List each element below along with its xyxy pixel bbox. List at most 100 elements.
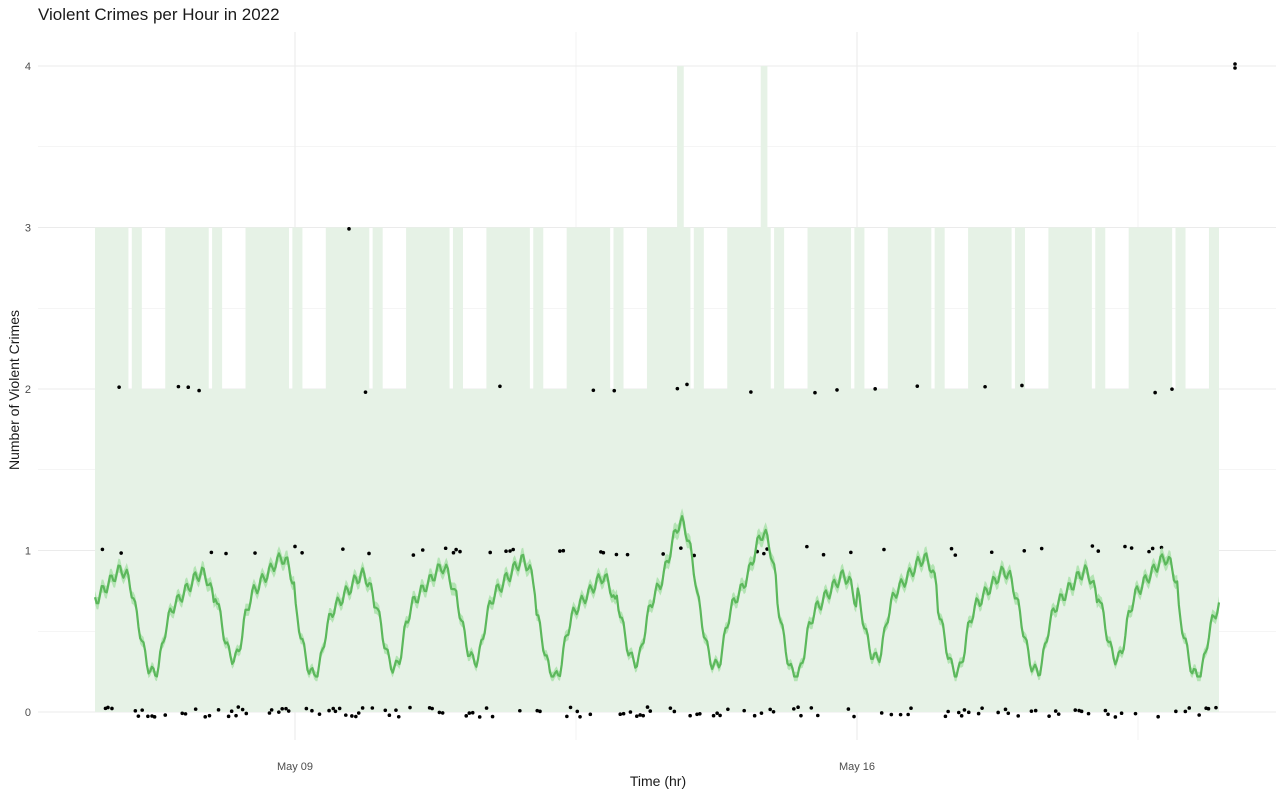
data-point	[1047, 714, 1051, 718]
data-point	[983, 384, 987, 389]
data-point	[718, 713, 722, 718]
data-point	[645, 705, 650, 709]
data-point	[1033, 708, 1038, 713]
data-point	[956, 710, 961, 715]
data-point	[1214, 705, 1218, 710]
data-point	[1020, 383, 1024, 388]
band-area	[95, 66, 1219, 712]
data-point	[946, 709, 950, 714]
data-point	[906, 712, 910, 717]
data-point	[490, 714, 495, 719]
data-point	[280, 706, 285, 711]
data-point	[467, 711, 472, 715]
data-point	[203, 715, 208, 719]
data-point	[100, 547, 105, 552]
data-point	[1079, 709, 1084, 714]
data-point	[765, 547, 769, 551]
data-point	[711, 713, 716, 718]
data-point	[216, 708, 221, 712]
data-point	[1174, 709, 1178, 714]
data-point	[799, 713, 803, 718]
data-point	[180, 711, 185, 716]
data-point	[621, 711, 626, 716]
data-point	[742, 708, 746, 713]
data-point	[1129, 546, 1134, 550]
data-point	[136, 714, 141, 718]
data-point	[277, 710, 281, 714]
data-point	[310, 708, 314, 713]
data-point	[396, 714, 401, 719]
data-point	[535, 708, 540, 713]
data-point	[882, 547, 886, 552]
data-point	[209, 550, 214, 555]
data-point	[1147, 549, 1151, 554]
data-point	[484, 706, 489, 710]
data-point	[458, 549, 462, 554]
data-point	[1170, 387, 1174, 391]
data-point	[236, 705, 241, 709]
data-point	[688, 713, 692, 718]
data-point	[578, 714, 582, 719]
data-point	[962, 708, 967, 712]
data-point	[565, 714, 569, 719]
data-point	[771, 709, 776, 714]
data-point	[411, 553, 416, 557]
data-point	[1086, 711, 1091, 716]
data-point	[331, 706, 336, 711]
data-point	[498, 384, 502, 389]
data-point	[1119, 711, 1124, 716]
data-point	[675, 386, 680, 391]
data-point	[959, 714, 964, 718]
data-point	[628, 710, 633, 714]
data-point	[110, 706, 114, 711]
data-point	[387, 713, 392, 718]
data-point	[796, 705, 800, 709]
data-point	[304, 706, 309, 711]
data-point	[668, 706, 673, 710]
data-point	[470, 710, 475, 715]
data-point	[394, 708, 398, 712]
data-point	[193, 707, 198, 711]
data-point	[815, 713, 820, 718]
data-point	[152, 715, 157, 719]
data-point	[949, 546, 954, 551]
data-point	[408, 705, 412, 710]
data-point	[698, 711, 702, 716]
data-point	[140, 708, 144, 712]
data-point	[561, 548, 566, 553]
data-point	[234, 713, 238, 718]
data-point	[269, 708, 274, 712]
data-point	[1106, 712, 1110, 717]
data-point	[1153, 390, 1157, 395]
data-point	[1003, 707, 1008, 712]
data-point	[966, 710, 971, 715]
data-point	[354, 714, 358, 719]
data-point	[1133, 711, 1138, 716]
data-point	[300, 550, 304, 555]
data-point	[989, 550, 994, 555]
data-point	[873, 387, 877, 391]
data-point	[601, 550, 606, 555]
data-point	[488, 550, 492, 555]
data-point	[809, 706, 814, 710]
data-point	[685, 382, 689, 387]
x-tick-label: May 09	[277, 761, 313, 773]
data-point	[286, 709, 291, 713]
data-point	[440, 711, 445, 715]
data-point	[909, 706, 913, 711]
data-point	[953, 553, 958, 557]
data-point	[240, 707, 245, 712]
data-point	[726, 707, 730, 712]
data-point	[327, 708, 331, 713]
data-point	[267, 711, 272, 715]
data-point	[821, 552, 826, 557]
data-point	[207, 713, 212, 718]
data-point	[898, 712, 903, 717]
data-point	[350, 714, 354, 718]
data-point	[813, 390, 817, 395]
x-tick-labels: May 09 May 16	[277, 761, 875, 773]
data-point	[805, 544, 809, 549]
data-point	[996, 710, 1000, 715]
data-point	[1206, 706, 1211, 711]
data-point	[477, 715, 482, 719]
